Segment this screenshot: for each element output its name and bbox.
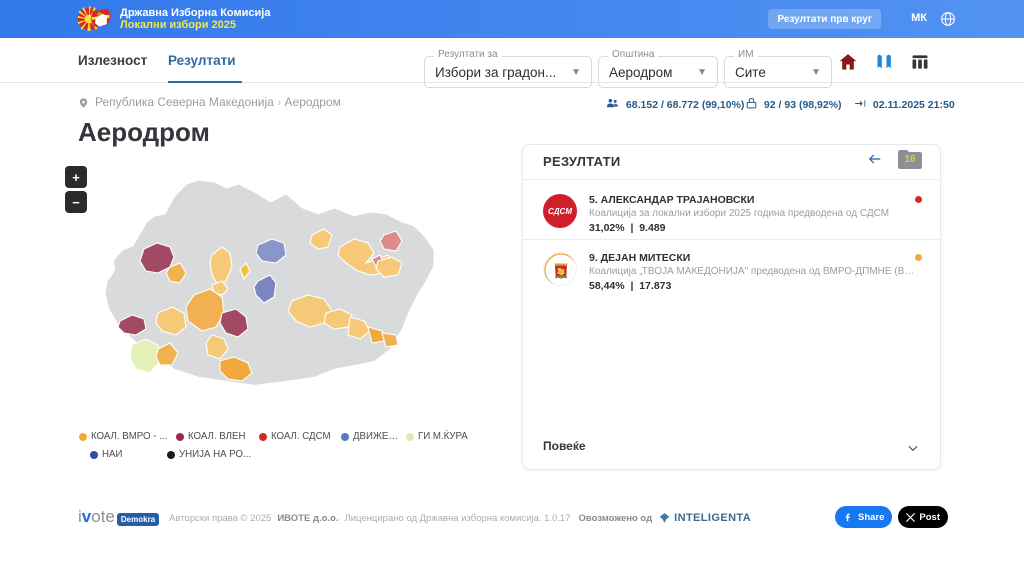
svg-text:СДСМ: СДСМ [548, 207, 572, 216]
